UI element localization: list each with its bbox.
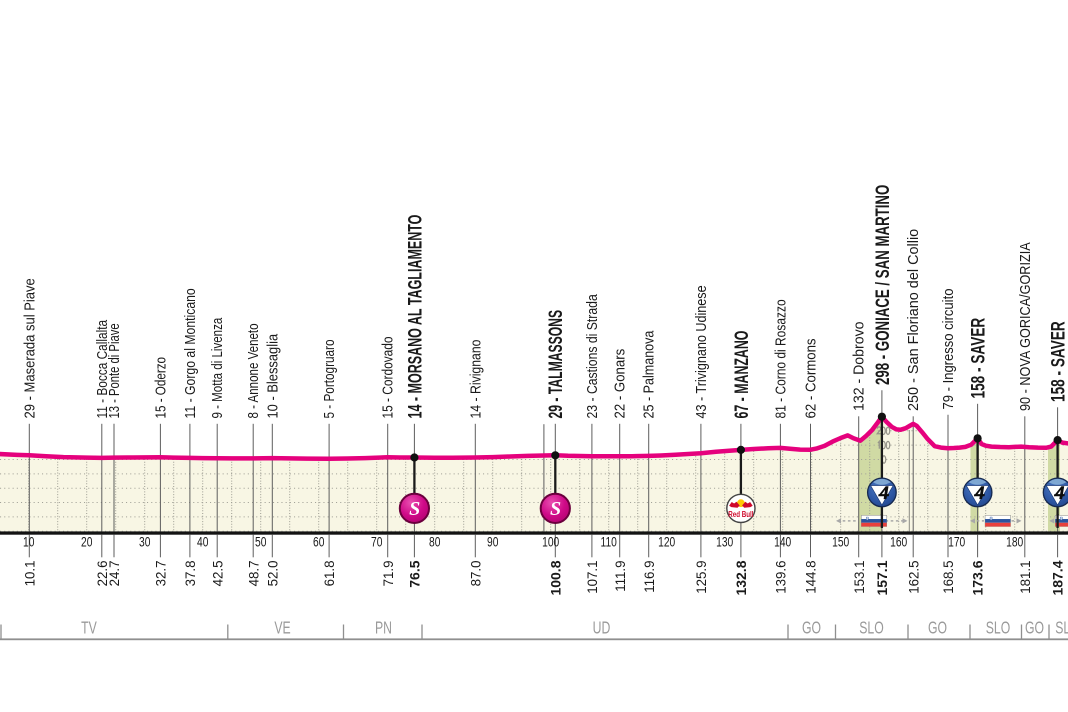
svg-text:22 - Gonars: 22 - Gonars [611, 349, 628, 419]
svg-text:48.7: 48.7 [246, 561, 261, 587]
svg-text:79 - Ingresso circuito: 79 - Ingresso circuito [939, 288, 956, 409]
svg-text:SLO: SLO [859, 618, 883, 638]
svg-text:29 - TALMASSONS: 29 - TALMASSONS [547, 310, 567, 419]
svg-text:111.9: 111.9 [612, 561, 627, 592]
svg-text:13 - Ponte di Piave: 13 - Ponte di Piave [105, 323, 122, 418]
svg-text:SLO: SLO [1055, 618, 1068, 638]
svg-text:29 - Maserada sul Piave: 29 - Maserada sul Piave [20, 278, 37, 418]
svg-text:40: 40 [197, 534, 209, 550]
svg-text:139.6: 139.6 [773, 561, 788, 594]
svg-text:9 - Motta di Livenza: 9 - Motta di Livenza [209, 317, 226, 418]
svg-text:70: 70 [371, 534, 383, 550]
svg-text:TV: TV [81, 618, 97, 638]
svg-text:Red Bull: Red Bull [728, 512, 753, 520]
svg-text:GO: GO [1025, 618, 1044, 638]
svg-text:90 - NOVA GORICA/GORIZIA: 90 - NOVA GORICA/GORIZIA [1016, 242, 1033, 411]
svg-text:116.9: 116.9 [641, 561, 656, 593]
svg-text:VE: VE [274, 618, 290, 638]
svg-text:24.7: 24.7 [107, 561, 122, 587]
svg-text:PN: PN [375, 618, 392, 638]
svg-text:GO: GO [928, 618, 947, 638]
svg-text:168.5: 168.5 [941, 560, 956, 594]
svg-text:37.8: 37.8 [183, 561, 198, 587]
svg-text:32.7: 32.7 [153, 561, 168, 587]
svg-text:130: 130 [716, 534, 733, 550]
svg-text:132.8: 132.8 [733, 560, 749, 595]
svg-text:144.8: 144.8 [803, 561, 818, 594]
svg-text:250 - San Floriano del Collio: 250 - San Floriano del Collio [906, 229, 922, 411]
svg-text:23 - Castions di Strada: 23 - Castions di Strada [584, 294, 600, 419]
svg-text:67 - MANZANO: 67 - MANZANO [731, 331, 752, 419]
svg-text:71.9: 71.9 [380, 561, 395, 587]
svg-text:100: 100 [542, 534, 559, 550]
svg-text:20: 20 [81, 534, 93, 550]
svg-text:81 - Corno di Rosazzo: 81 - Corno di Rosazzo [772, 299, 789, 418]
svg-text:180: 180 [1006, 534, 1023, 550]
svg-text:158 - SAVER: 158 - SAVER [967, 318, 989, 399]
svg-text:150: 150 [832, 534, 849, 550]
svg-text:42.5: 42.5 [210, 560, 225, 586]
svg-text:10 - Blessaglia: 10 - Blessaglia [263, 334, 280, 419]
svg-text:76.5: 76.5 [407, 560, 423, 587]
svg-text:SLO: SLO [986, 618, 1010, 638]
svg-text:30: 30 [139, 534, 151, 550]
svg-text:62 - Cormons: 62 - Cormons [802, 338, 819, 418]
svg-text:298 - GONIACE / SAN MARTINO: 298 - GONIACE / SAN MARTINO [873, 184, 894, 385]
svg-text:162.5: 162.5 [906, 560, 921, 594]
svg-text:110: 110 [601, 534, 618, 550]
svg-text:173.6: 173.6 [970, 560, 986, 595]
svg-text:S: S [409, 498, 420, 520]
svg-text:90: 90 [487, 534, 499, 550]
svg-text:61.8: 61.8 [322, 561, 337, 587]
svg-text:187.4: 187.4 [1050, 560, 1066, 595]
svg-text:80: 80 [429, 534, 441, 550]
svg-text:11 - Bocca Callalta: 11 - Bocca Callalta [93, 319, 110, 418]
svg-text:50: 50 [255, 534, 267, 550]
svg-text:UD: UD [593, 618, 611, 638]
svg-text:87.0: 87.0 [468, 560, 483, 586]
svg-text:120: 120 [658, 534, 675, 550]
svg-text:43 - Trivignano Udinese: 43 - Trivignano Udinese [692, 285, 709, 418]
svg-text:52.0: 52.0 [265, 560, 280, 586]
svg-text:14 - Rivignano: 14 - Rivignano [467, 339, 483, 418]
svg-text:S: S [550, 498, 561, 520]
svg-text:15 - Oderzo: 15 - Oderzo [152, 357, 169, 418]
svg-text:10.1: 10.1 [22, 561, 37, 587]
svg-text:170: 170 [948, 534, 965, 550]
svg-text:153.1: 153.1 [851, 561, 866, 594]
svg-text:158 - SAVER: 158 - SAVER [1047, 321, 1068, 402]
svg-text:GO: GO [802, 618, 821, 638]
svg-text:11 - Gorgo al Monticano: 11 - Gorgo al Monticano [182, 288, 198, 419]
svg-text:125.9: 125.9 [694, 561, 709, 594]
svg-text:15 - Cordovado: 15 - Cordovado [379, 336, 396, 418]
svg-text:157.1: 157.1 [874, 560, 890, 595]
svg-text:132 - Dobrovo: 132 - Dobrovo [851, 321, 867, 411]
svg-text:8 - Annone Veneto: 8 - Annone Veneto [245, 323, 262, 418]
svg-text:10: 10 [23, 534, 35, 550]
svg-text:60: 60 [313, 534, 325, 550]
svg-text:160: 160 [890, 534, 907, 550]
svg-text:100.8: 100.8 [547, 560, 563, 595]
svg-text:107.1: 107.1 [585, 561, 600, 594]
svg-text:5 - Portogruaro: 5 - Portogruaro [321, 340, 338, 419]
svg-text:181.1: 181.1 [1018, 561, 1033, 594]
svg-text:14 - MORSANO AL TAGLIAMENTO: 14 - MORSANO AL TAGLIAMENTO [405, 215, 426, 419]
svg-text:25 - Palmanova: 25 - Palmanova [640, 330, 657, 418]
svg-text:22.6: 22.6 [95, 561, 110, 587]
svg-text:140: 140 [774, 534, 791, 550]
